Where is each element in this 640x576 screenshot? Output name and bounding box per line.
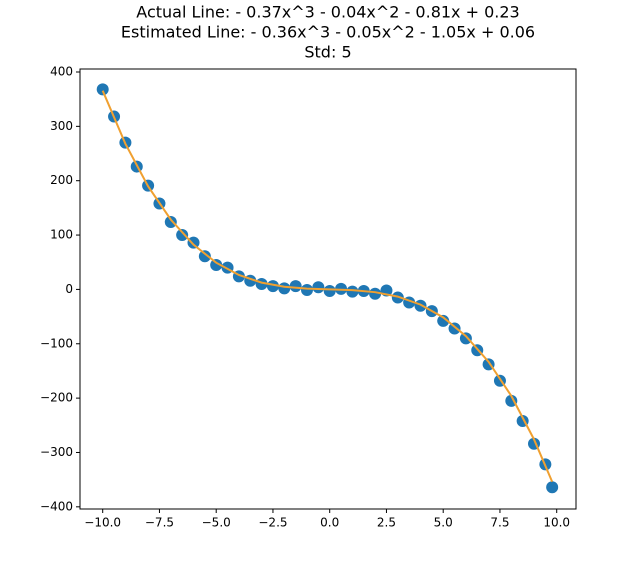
x-tick-label: 7.5: [490, 516, 509, 530]
x-tick-label: −10.0: [84, 516, 121, 530]
y-tick-label: −100: [40, 336, 73, 350]
y-tick-label: 400: [50, 64, 73, 78]
x-tick-label: −2.5: [258, 516, 287, 530]
scatter-point: [448, 322, 461, 335]
scatter-point: [198, 250, 211, 263]
y-tick-label: −300: [40, 445, 73, 459]
scatter-point: [546, 481, 559, 494]
y-tick-label: −200: [40, 391, 73, 405]
scatter-point: [437, 314, 450, 327]
scatter-point: [505, 394, 518, 407]
scatter-point: [278, 282, 291, 295]
y-tick-label: 200: [50, 173, 73, 187]
scatter-point: [346, 285, 359, 298]
fit-line: [101, 90, 554, 483]
scatter-point: [312, 281, 325, 294]
scatter-point: [187, 236, 200, 249]
scatter-point: [459, 332, 472, 345]
y-tick-label: 100: [50, 228, 73, 242]
scatter-point: [323, 285, 336, 298]
scatter-point: [369, 287, 382, 300]
chart-title: Std: 5: [304, 43, 351, 62]
scatter-point: [301, 283, 314, 296]
x-tick-label: −5.0: [202, 516, 231, 530]
y-tick-label: 300: [50, 119, 73, 133]
y-tick-label: 0: [65, 282, 73, 296]
plot-frame: [79, 68, 577, 510]
chart-title: Actual Line: - 0.37x^3 - 0.04x^2 - 0.81x…: [136, 3, 519, 22]
scatter-point: [164, 216, 177, 229]
x-tick-label: 2.5: [377, 516, 396, 530]
x-tick-label: 10.0: [543, 516, 570, 530]
scatter-point: [289, 280, 302, 293]
scatter-point: [96, 83, 109, 96]
x-tick-label: 5.0: [434, 516, 453, 530]
x-tick-label: 0.0: [320, 516, 339, 530]
scatter-point: [210, 258, 223, 271]
x-tick-label: −7.5: [145, 516, 174, 530]
scatter-point: [176, 229, 189, 242]
chart-title: Estimated Line: - 0.36x^3 - 0.05x^2 - 1.…: [121, 23, 535, 42]
y-tick-label: −400: [40, 499, 73, 513]
